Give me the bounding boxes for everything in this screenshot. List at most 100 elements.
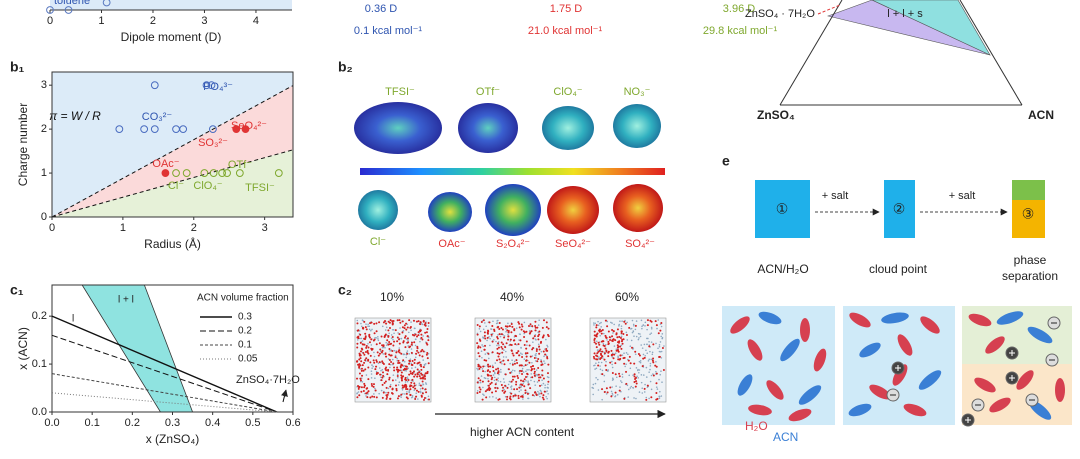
x-tick-label: 2 [191,222,197,234]
solvent-dot [537,324,540,326]
solvent-dot [599,368,602,371]
ion-dot [371,395,374,398]
stage-label: ACN/H₂O [757,262,808,276]
anion-label: TFSI⁻ [385,86,415,98]
solvent-dot [520,346,522,349]
ion-dot [403,327,406,330]
annotation: Cl⁻ [168,180,184,192]
solvent-dot [643,343,646,346]
ion-dot [594,334,597,337]
ion-dot [417,334,420,337]
energy-value: 21.0 kcal mol⁻¹ [528,25,603,37]
solvent-dot [498,344,500,346]
ion-dot [604,334,607,337]
solvent-dot [356,392,359,394]
ion-dot [616,328,619,331]
solvent-dot [628,374,631,377]
ion-dot [507,331,510,334]
ion-dot [546,372,549,375]
ion-dot [412,319,415,322]
ion-dot [604,319,607,322]
solvent-dot [373,393,375,395]
ion-dot [396,397,399,400]
ion-dot [519,379,522,382]
ion-dot [515,383,518,386]
ion-dot [486,336,489,339]
ion-dot [363,382,366,385]
ion-dot [388,358,391,361]
ion-dot [364,335,367,338]
ion-dot [620,330,623,333]
solvent-dot [593,324,595,326]
solvent-dot [633,324,635,327]
ion-dot [646,384,649,387]
ion-dot [396,340,399,343]
solvent-dot [414,327,416,330]
ion-dot [652,361,655,364]
ion-dot [609,386,612,389]
x-tick-label: 0.2 [125,417,140,429]
ion-dot [422,350,425,353]
ion-dot [358,385,361,388]
water-molecule [968,313,992,327]
solvent-dot [633,397,635,399]
solvent-dot [356,319,359,322]
solvent-dot [513,370,516,372]
dividing-line [51,85,294,218]
solvent-dot [634,353,637,356]
ion-dot [484,337,487,340]
scatter-point [115,125,124,134]
ion-dot [525,347,528,350]
ion-dot [537,357,540,360]
acn-molecule [1027,326,1053,344]
ion-dot [544,353,547,356]
solvent-dot [417,398,419,400]
solvent-dot [629,367,632,370]
ion-dot [607,355,610,358]
solvent-dot [613,323,615,326]
ion-dot [378,361,381,364]
ion-dot [634,377,637,380]
ion-dot [618,372,621,375]
solvent-dot [516,344,518,346]
anion-label: Cl⁻ [370,236,386,248]
ion-dot [368,341,371,344]
ion-dot [389,397,392,400]
solvent-dot [487,377,489,380]
ion-dot [394,329,397,332]
y-axis-label: Charge number [16,103,30,186]
solvent-dot [394,354,397,357]
ion-dot [479,346,482,349]
vial [884,180,915,238]
solvent-dot [391,358,394,361]
fraction-label: 10% [380,290,404,304]
ion-dot [405,322,408,325]
solvent-dot [482,345,484,348]
ion-dot [500,384,503,387]
solvent-dot [361,381,364,383]
ion-dot [385,386,388,389]
ion-dot [423,323,426,326]
ion-dot [531,365,534,368]
ion-dot [415,389,418,392]
ion-dot [401,386,404,389]
ion-dot [529,387,532,390]
ion-dot [498,327,501,330]
solvent-dot [378,367,381,369]
ion-dot [427,398,430,401]
ion-dot [504,373,507,376]
solvent-dot [636,375,638,378]
ion-dot [518,354,521,357]
ion-dot [360,386,363,389]
x-tick-label: 1 [120,222,126,234]
ion-dot [491,351,494,354]
ion-dot [593,357,596,360]
solvent-dot [488,396,491,398]
solvent-dot [492,395,494,398]
ion-dot [356,360,359,363]
solvent-dot [486,339,488,342]
legend-label: 0.05 [238,354,258,365]
solvent-dot [547,376,550,379]
ion-dot [406,352,409,355]
ion-dot [387,343,390,346]
